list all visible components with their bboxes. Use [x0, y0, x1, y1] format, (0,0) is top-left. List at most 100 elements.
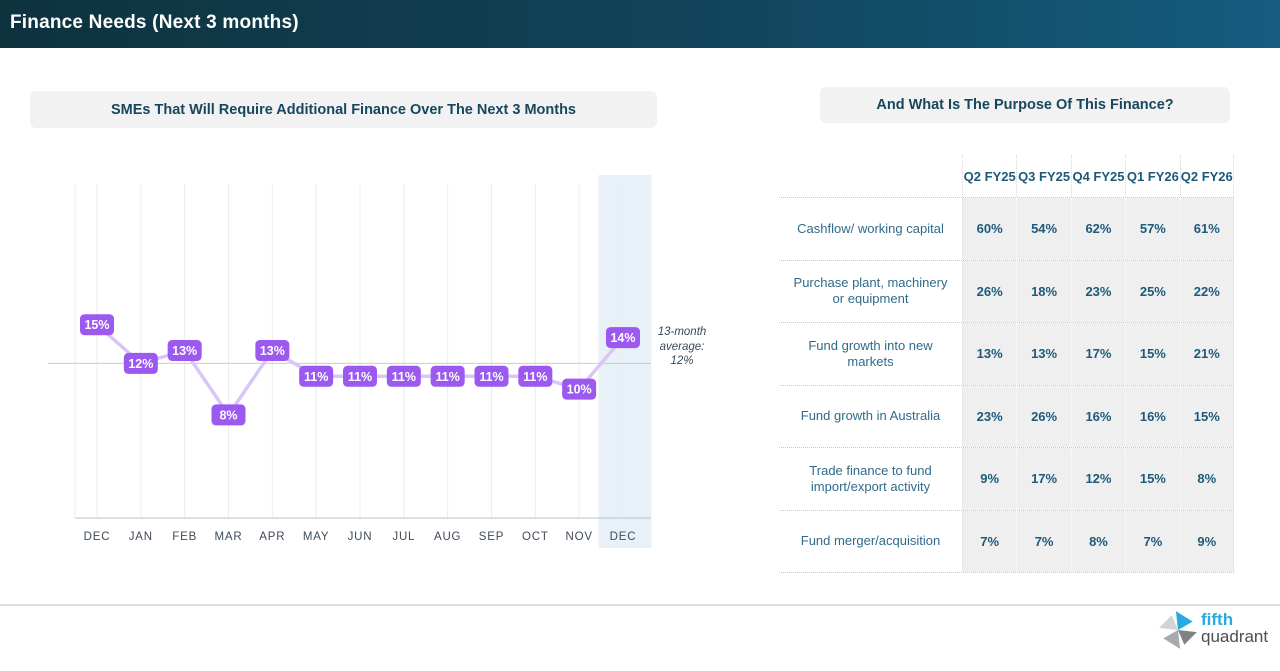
x-tick-label: APR	[259, 531, 285, 543]
svg-text:11%: 11%	[304, 370, 328, 384]
row-label: Fund merger/acquisition	[800, 533, 941, 549]
cell-value: 22%	[1179, 260, 1234, 322]
purpose-table: Q2 FY25 Q3 FY25 Q4 FY25 Q1 FY26 Q2 FY26 Cashf…	[779, 155, 1234, 573]
cell-value: 62%	[1070, 198, 1126, 260]
table-row: Fund growth in Australia 23% 26% 16% 16% 15%	[779, 384, 1234, 447]
left-panel-title: SMEs That Will Require Additional Financ…	[30, 91, 657, 128]
data-label-badge: 11%	[474, 365, 509, 387]
cell-value: 26%	[962, 260, 1017, 322]
x-tick-label: AUG	[434, 531, 461, 543]
cell-value: 18%	[1016, 260, 1071, 322]
x-tick-label: OCT	[522, 531, 549, 543]
cell-value: 7%	[1016, 510, 1071, 572]
table-column-header: Q3 FY25	[1016, 155, 1070, 197]
logo-text-fifth: fifth	[1201, 610, 1234, 629]
table-column-header: Q4 FY25	[1070, 155, 1125, 197]
current-month-highlight	[598, 175, 652, 548]
right-panel-title: And What Is The Purpose Of This Finance?	[820, 87, 1230, 123]
row-label: Purchase plant, machinery or equipment	[793, 275, 948, 307]
cell-value: 15%	[1125, 448, 1180, 510]
row-label: Cashflow/ working capital	[797, 220, 944, 236]
data-label-badge: 11%	[518, 365, 553, 387]
svg-text:11%: 11%	[523, 370, 547, 384]
x-tick-label: DEC	[610, 531, 637, 543]
x-tick-label: JAN	[129, 531, 153, 543]
table-row: Cashflow/ working capital 60% 54% 62% 57% 61%	[779, 197, 1234, 260]
cell-value: 57%	[1125, 198, 1180, 260]
x-tick-label: NOV	[565, 531, 592, 543]
cell-value: 54%	[1016, 198, 1071, 260]
footer-divider	[0, 604, 1280, 606]
svg-text:13%: 13%	[260, 344, 285, 358]
data-label-badge: 11%	[386, 365, 421, 387]
table-row: Trade finance to fund import/export acti…	[779, 447, 1234, 510]
data-label-badge: 11%	[342, 365, 377, 387]
table-row: Fund merger/acquisition 7% 7% 8% 7% 9%	[779, 509, 1234, 573]
logo-text-quadrant: quadrant	[1201, 627, 1269, 646]
cell-value: 15%	[1179, 385, 1234, 447]
logo-wordmark: fifth quadrant	[1201, 609, 1268, 645]
svg-text:14%: 14%	[610, 331, 635, 345]
cell-value: 7%	[962, 510, 1017, 572]
cell-value: 16%	[1070, 385, 1126, 447]
data-label-badge: 13%	[255, 340, 290, 361]
svg-text:15%: 15%	[84, 318, 109, 332]
table-column-header: Q2 FY25	[962, 155, 1016, 197]
cell-value: 8%	[1070, 510, 1126, 572]
cell-value: 25%	[1125, 260, 1180, 322]
header-bar: Finance Needs (Next 3 months)	[0, 0, 1280, 48]
cell-value: 9%	[1179, 510, 1234, 572]
svg-text:13%: 13%	[172, 344, 197, 358]
svg-text:10%: 10%	[567, 383, 592, 397]
x-tick-label: JUN	[348, 531, 373, 543]
cell-value: 9%	[962, 448, 1017, 510]
table-column-header: Q1 FY26	[1125, 155, 1179, 197]
svg-text:11%: 11%	[392, 370, 416, 384]
cell-value: 13%	[1016, 323, 1071, 385]
cell-value: 15%	[1125, 323, 1180, 385]
cell-value: 13%	[962, 323, 1017, 385]
cell-value: 26%	[1016, 385, 1071, 447]
logo-pinwheel-icon	[1157, 609, 1199, 656]
cell-value: 12%	[1070, 448, 1126, 510]
data-label-badge: 11%	[430, 365, 465, 387]
data-label-badge: 8%	[211, 404, 246, 426]
row-label: Fund growth into new markets	[808, 337, 933, 369]
average-annotation: 13-month average: 12%	[657, 326, 707, 368]
x-tick-label: DEC	[84, 531, 111, 543]
svg-text:11%: 11%	[435, 370, 459, 384]
cell-value: 60%	[962, 198, 1017, 260]
cell-value: 21%	[1179, 323, 1234, 385]
x-tick-label: MAY	[303, 531, 329, 543]
cell-value: 17%	[1070, 323, 1126, 385]
row-label: Trade finance to fund import/export acti…	[809, 462, 932, 494]
cell-value: 16%	[1125, 385, 1180, 447]
data-label-badge: 14%	[605, 327, 640, 349]
svg-text:11%: 11%	[479, 370, 503, 384]
x-tick-label: FEB	[172, 531, 197, 543]
table-row: Purchase plant, machinery or equipment 26…	[779, 259, 1234, 322]
x-tick-label: JUL	[392, 531, 415, 543]
fifth-quadrant-logo: fifth quadrant	[1157, 609, 1268, 656]
header-spacer	[779, 155, 962, 197]
data-label-badge: 12%	[123, 352, 158, 374]
finance-trend-chart-svg: 15% 12% 13% 8% 13% 11% 11% 11% 11% 11% 11% 10% 14% DE…	[48, 175, 652, 548]
table-column-header: Q2 FY26	[1179, 155, 1234, 197]
data-label-badge: 11%	[299, 365, 334, 387]
cell-value: 61%	[1179, 198, 1234, 260]
row-label: Fund growth in Australia	[800, 408, 941, 424]
right-panel-title-text: And What Is The Purpose Of This Finance?	[876, 97, 1174, 113]
x-tick-label: SEP	[479, 531, 504, 543]
data-label-badge: 15%	[80, 314, 114, 336]
finance-trend-chart: 15% 12% 13% 8% 13% 11% 11% 11% 11% 11% 11% 10% 14% DE…	[48, 175, 652, 548]
data-label-badge: 13%	[167, 340, 202, 361]
cell-value: 23%	[1070, 260, 1126, 322]
cell-value: 8%	[1179, 448, 1234, 510]
table-header-row: Q2 FY25 Q3 FY25 Q4 FY25 Q1 FY26 Q2 FY26	[779, 155, 1234, 197]
x-tick-label: MAR	[215, 531, 243, 543]
page-title: Finance Needs (Next 3 months)	[10, 12, 299, 33]
table-row: Fund growth into new markets 13% 13% 17% 15%…	[779, 322, 1234, 385]
data-label-badge: 10%	[562, 378, 597, 400]
left-panel-title-text: SMEs That Will Require Additional Financ…	[110, 101, 576, 118]
